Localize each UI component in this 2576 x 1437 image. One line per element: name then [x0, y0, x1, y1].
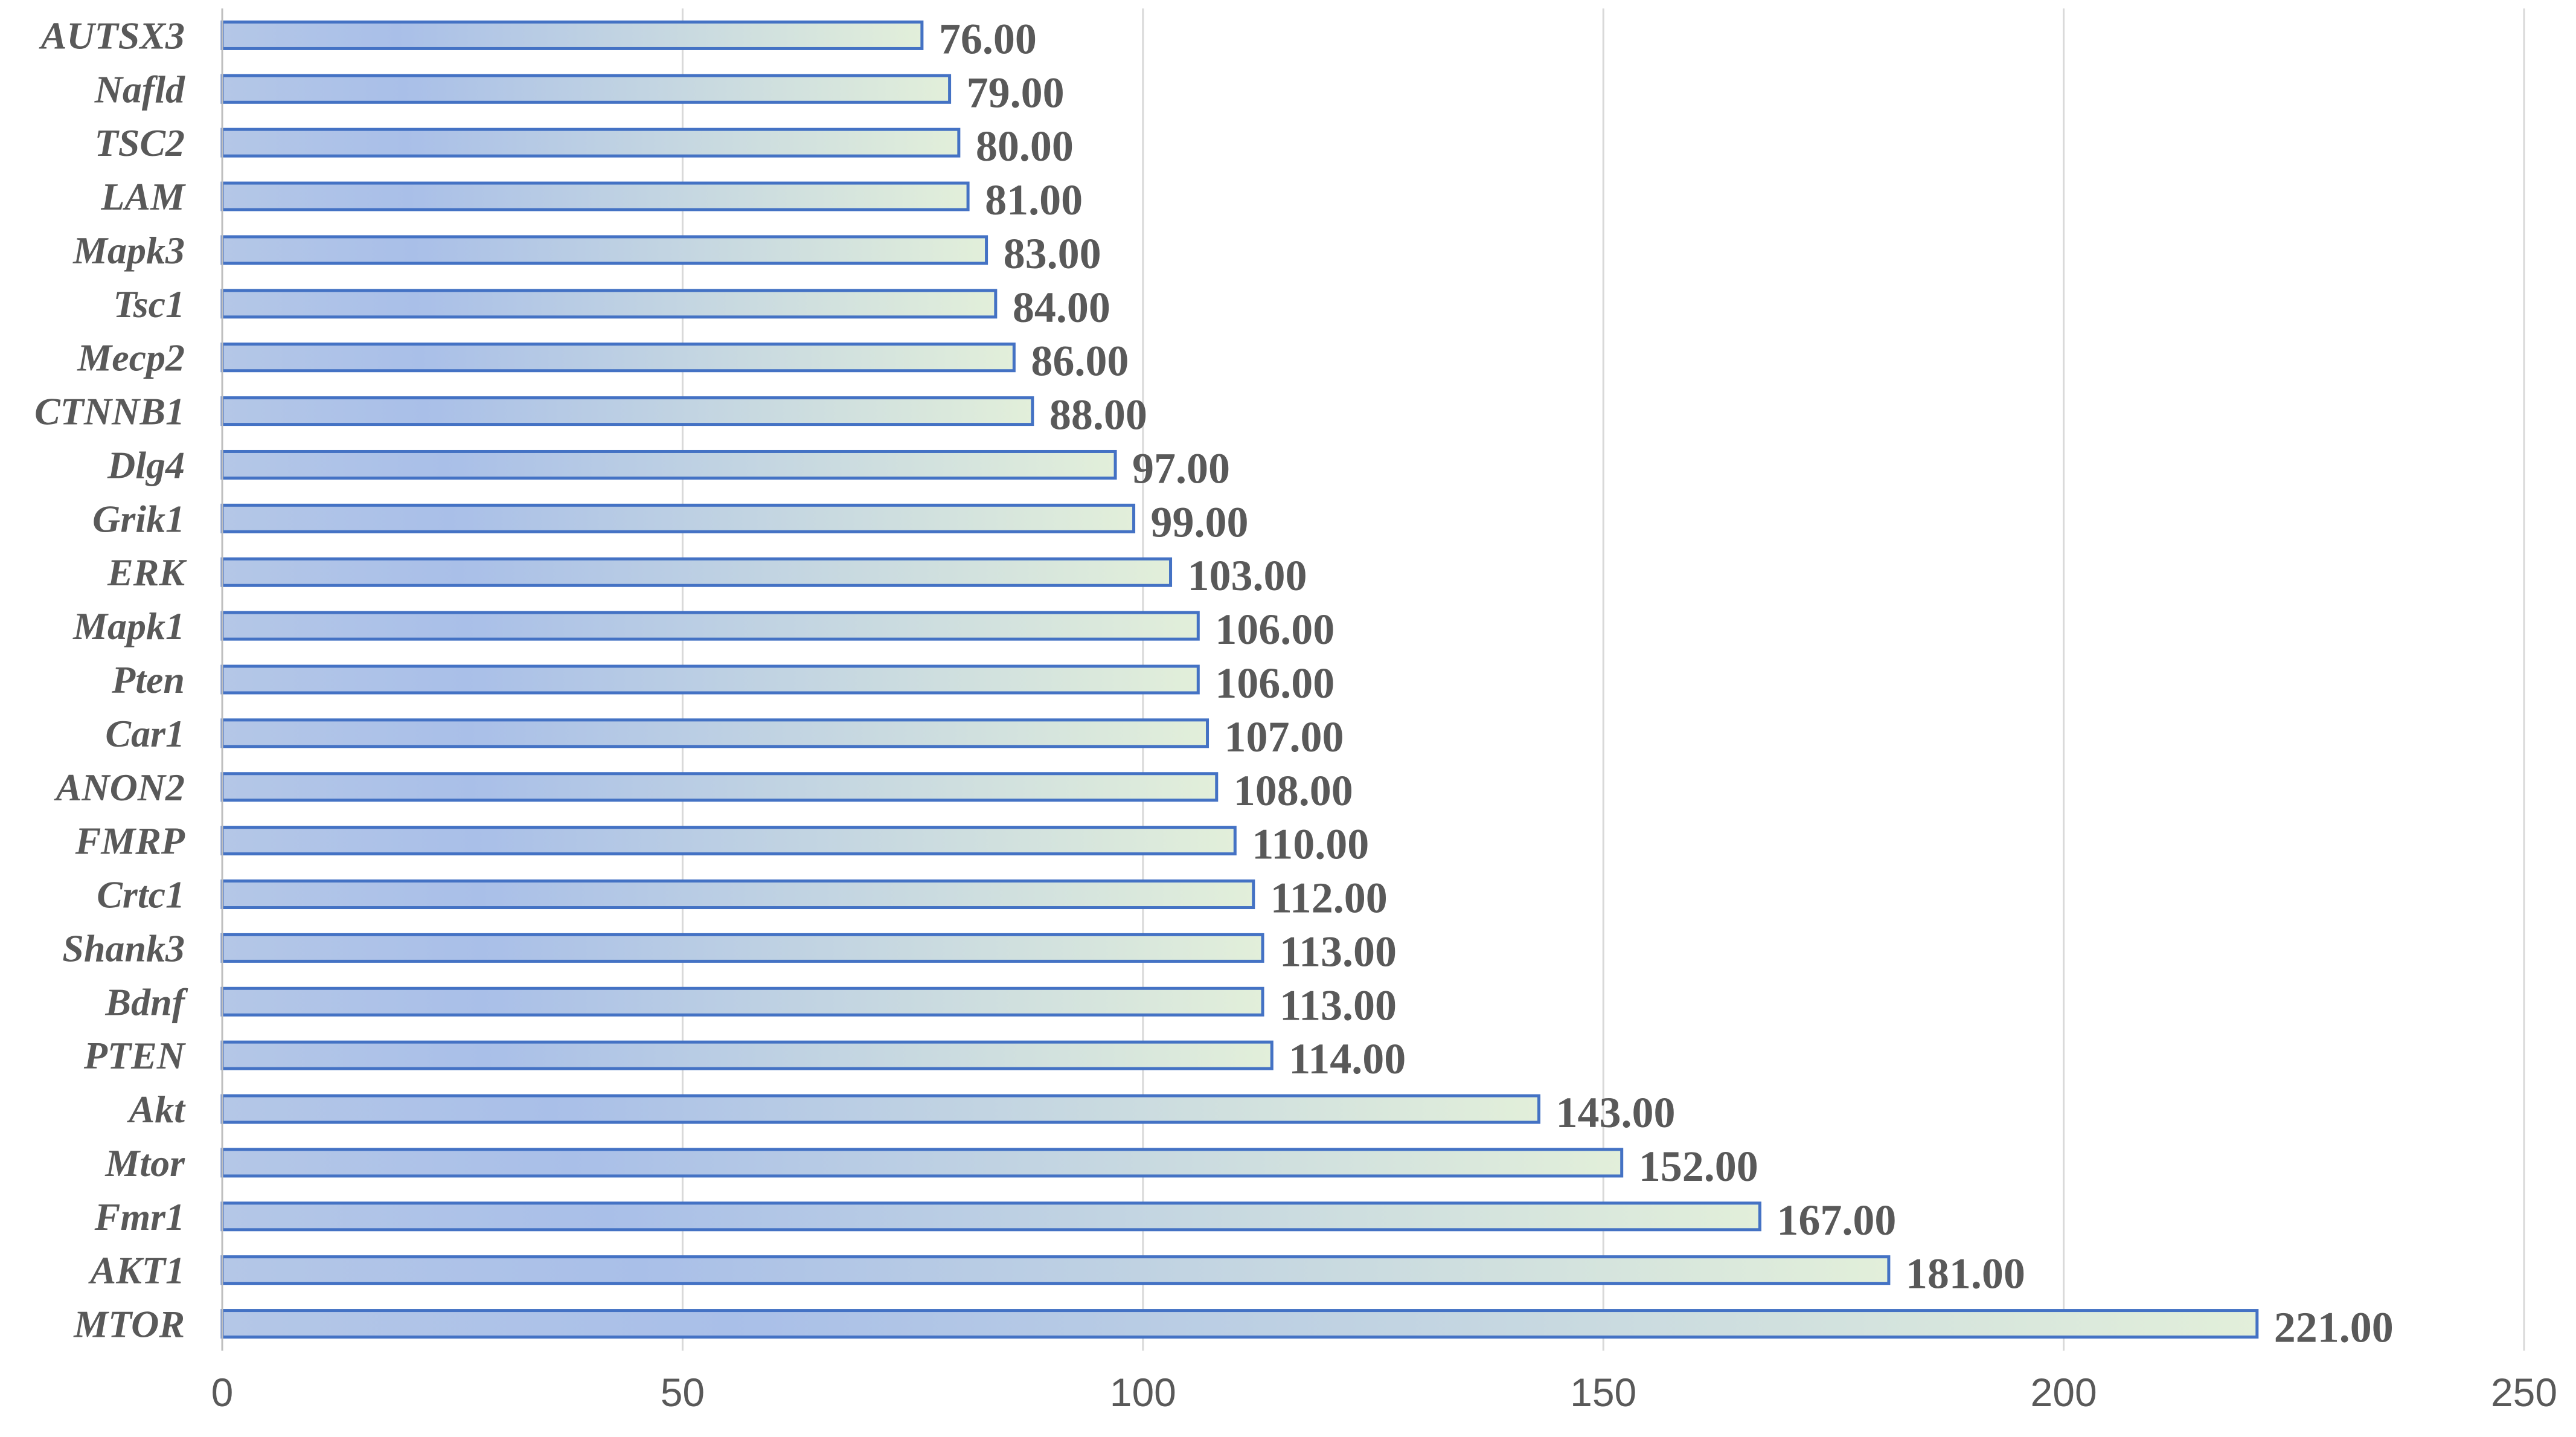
bar-dlg4 — [220, 449, 1117, 480]
value-label: 103.00 — [1188, 551, 1307, 600]
category-label: CTNNB1 — [34, 390, 185, 433]
x-tick-label: 250 — [2491, 1370, 2557, 1415]
value-label: 83.00 — [1004, 230, 1101, 278]
value-label: 86.00 — [1031, 337, 1129, 385]
category-label: Fmr1 — [94, 1195, 185, 1238]
x-tick-label: 200 — [2031, 1370, 2097, 1415]
category-label: AUTSX3 — [39, 14, 185, 57]
value-label: 107.00 — [1225, 713, 1344, 761]
bar-fmrp — [220, 826, 1237, 856]
bar-mtor — [220, 1309, 2259, 1339]
category-label: LAM — [100, 175, 186, 218]
bar-lam — [220, 181, 970, 211]
gridlines — [681, 8, 2525, 1351]
category-label: Mapk1 — [72, 605, 185, 648]
bar-bdnf — [220, 986, 1264, 1017]
bar-shank3 — [220, 933, 1264, 963]
value-label: 80.00 — [976, 122, 1074, 170]
value-label: 143.00 — [1556, 1088, 1675, 1137]
bar-mapk1 — [220, 611, 1200, 641]
bar-car1 — [220, 718, 1210, 748]
value-label: 167.00 — [1777, 1196, 1896, 1244]
value-label: 106.00 — [1215, 659, 1334, 707]
value-label: 221.00 — [2274, 1304, 2394, 1352]
bar-akt1 — [220, 1255, 1891, 1285]
value-label: 97.00 — [1132, 444, 1230, 492]
category-label: Akt — [127, 1088, 187, 1131]
category-label: Pten — [111, 658, 185, 701]
bar-erk — [220, 557, 1173, 587]
bar-pten — [220, 664, 1200, 695]
value-label: 113.00 — [1280, 981, 1397, 1029]
x-axis: 0 50 100 150 200 250 — [211, 8, 2557, 1415]
value-label: 88.00 — [1049, 391, 1147, 439]
x-tick-label: 0 — [211, 1370, 234, 1415]
bar-mtor — [220, 1148, 1624, 1178]
value-label: 181.00 — [1906, 1250, 2025, 1298]
bar-akt — [220, 1094, 1540, 1124]
value-label: 108.00 — [1234, 767, 1353, 815]
category-label: PTEN — [83, 1034, 187, 1077]
value-label: 84.00 — [1013, 283, 1110, 332]
bar-pten — [220, 1040, 1274, 1070]
bar-ctnnb1 — [220, 396, 1034, 426]
bar-mapk3 — [220, 235, 988, 265]
value-label: 99.00 — [1151, 498, 1249, 546]
category-label: Crtc1 — [97, 873, 185, 916]
category-label: TSC2 — [95, 121, 185, 164]
category-label: MTOR — [73, 1303, 185, 1346]
category-label: Dlg4 — [107, 443, 185, 486]
category-label: Shank3 — [62, 927, 185, 969]
value-label: 76.00 — [939, 14, 1037, 63]
bar-tsc1 — [220, 289, 998, 319]
bar-nafld — [220, 74, 952, 104]
category-label: Mecp2 — [77, 336, 185, 379]
category-labels: AUTSX3 Nafld TSC2 LAM Mapk3 Tsc1 Mecp2 CTNNB1 Dl… — [34, 14, 188, 1345]
value-labels: 76.00 79.00 80.00 81.00 83.00 84.00 86.00 88.00… — [939, 14, 2394, 1351]
value-label: 152.00 — [1639, 1142, 1758, 1191]
category-label: Mapk3 — [72, 229, 185, 272]
category-label: Grik1 — [92, 497, 185, 540]
category-label: Nafld — [94, 68, 185, 111]
value-label: 81.00 — [985, 176, 1083, 224]
bar-mecp2 — [220, 342, 1016, 373]
value-label: 79.00 — [967, 68, 1065, 117]
category-label: ANON2 — [54, 766, 185, 809]
category-label: Tsc1 — [113, 283, 185, 326]
bar-tsc2 — [220, 127, 961, 158]
category-label: ERK — [107, 551, 187, 594]
bar-autsx3 — [220, 20, 924, 50]
value-label: 110.00 — [1252, 820, 1369, 869]
bar-grik1 — [220, 503, 1136, 533]
category-label: Car1 — [105, 712, 185, 755]
category-label: FMRP — [75, 820, 185, 863]
value-label: 114.00 — [1289, 1035, 1406, 1083]
category-label: Mtor — [104, 1142, 185, 1185]
x-tick-label: 100 — [1110, 1370, 1176, 1415]
bar-crtc1 — [220, 879, 1255, 910]
bar-anon2 — [220, 772, 1219, 802]
value-label: 106.00 — [1215, 605, 1334, 654]
x-tick-label: 50 — [661, 1370, 705, 1415]
category-label: Bdnf — [104, 980, 188, 1023]
category-label: AKT1 — [88, 1249, 185, 1292]
x-tick-label: 150 — [1570, 1370, 1636, 1415]
value-label: 112.00 — [1270, 874, 1388, 922]
value-label: 113.00 — [1280, 927, 1397, 976]
bar-fmr1 — [220, 1201, 1761, 1232]
